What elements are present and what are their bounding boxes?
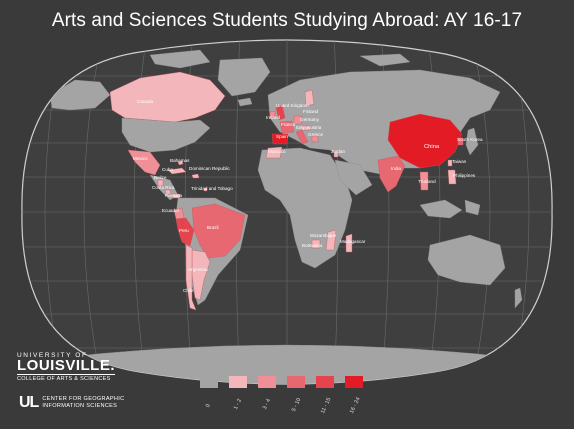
label-finland: Finland: [303, 109, 319, 114]
label-italy: Italy: [296, 125, 305, 130]
country-usa: [121, 117, 211, 153]
label-greece: Greece: [308, 132, 324, 137]
label-bahamas: Bahamas: [170, 158, 190, 163]
country-brazil[interactable]: [191, 203, 246, 259]
label-argentina: Argentina: [188, 267, 208, 272]
label-spain: Spain: [276, 134, 288, 139]
country-taiwan[interactable]: [447, 159, 453, 167]
country-germany[interactable]: [293, 115, 303, 125]
country-cuba[interactable]: [167, 167, 187, 175]
legend-label-1: 1 - 2: [233, 398, 244, 411]
legend-swatch-1: [229, 376, 247, 388]
country-peru[interactable]: [175, 217, 195, 247]
country-united-kingdom[interactable]: [275, 103, 286, 121]
univ-line2: LOUISVILLE.: [17, 357, 116, 374]
label-morocco: Morocco: [268, 149, 286, 154]
label-jordan: Jordan: [331, 149, 345, 154]
country-ireland[interactable]: [269, 110, 276, 118]
label-dominican-republic: Dominican Republic: [189, 166, 231, 171]
university-logo: UNIVERSITY OF LOUISVILLE. COLLEGE OF ART…: [17, 352, 116, 382]
legend-swatch-3: [287, 376, 305, 388]
cgis-logo: UL CENTER FOR GEOGRAPHIC INFORMATION SCI…: [19, 394, 124, 412]
label-trinidad-tobago: Trinidad and Tobago: [191, 186, 233, 191]
label-mozambique: Mozambique: [310, 233, 337, 238]
country-greece[interactable]: [311, 135, 319, 143]
label-india: India: [391, 166, 401, 171]
univ-line1: UNIVERSITY OF: [17, 352, 88, 359]
label-panama: Panama: [165, 193, 183, 198]
label-botswana: Botswana: [302, 243, 323, 248]
country-argentina[interactable]: [191, 249, 211, 301]
country-mozambique[interactable]: [325, 229, 337, 251]
label-ireland: Ireland: [266, 115, 280, 120]
country-labels: Canada United Kingdom Ireland Finland Fr…: [133, 99, 483, 293]
country-mexico[interactable]: [127, 149, 161, 176]
label-ecuador: Ecuador: [162, 208, 180, 213]
legend-swatch-4: [316, 376, 334, 388]
label-philippines: Philippines: [453, 173, 476, 178]
label-madagascar: Madagascar: [340, 239, 366, 244]
label-united-kingdom: United Kingdom: [276, 103, 309, 108]
cgis-line2: INFORMATION SCIENCES: [42, 403, 118, 409]
country-jordan[interactable]: [333, 151, 339, 158]
legend: 0 1 - 2 3 - 4 5 - 10 11 - 15 16 - 24: [200, 376, 400, 426]
label-cuba: Cuba: [162, 167, 173, 172]
country-china[interactable]: [387, 113, 463, 169]
label-germany: Germany: [300, 117, 320, 122]
country-philippines[interactable]: [447, 169, 457, 185]
label-thailand: Thailand: [418, 179, 436, 184]
label-france: France: [281, 122, 296, 127]
map-title: Arts and Sciences Students Studying Abro…: [51, 10, 523, 31]
country-south-korea[interactable]: [457, 137, 464, 146]
legend-label-3: 5 - 10: [291, 397, 303, 413]
country-botswana[interactable]: [311, 239, 321, 249]
country-france[interactable]: [279, 120, 295, 134]
country-madagascar[interactable]: [345, 233, 353, 253]
land-highlighted: [109, 71, 464, 311]
land-unvisited: [39, 49, 535, 384]
country-canada[interactable]: [109, 71, 226, 123]
label-brazil: Brazil: [207, 225, 219, 230]
label-south-korea: South Korea: [457, 137, 483, 142]
country-spain[interactable]: [271, 133, 289, 145]
country-finland[interactable]: [304, 89, 315, 107]
country-belize[interactable]: [157, 179, 164, 187]
label-mexico: Mexico: [133, 156, 148, 161]
cgis-mark-icon: UL: [19, 394, 39, 411]
label-belize: Belize: [154, 175, 167, 180]
label-chile: Chile: [183, 288, 194, 293]
legend-swatch-2: [258, 376, 276, 388]
country-morocco[interactable]: [265, 146, 283, 159]
legend-label-2: 3 - 4: [262, 398, 273, 411]
country-dominican-republic[interactable]: [191, 173, 200, 179]
legend-label-4: 11 - 15: [320, 396, 333, 415]
label-austria: Austria: [307, 125, 322, 130]
country-italy[interactable]: [295, 129, 309, 145]
legend-swatch-0: [200, 376, 218, 388]
legend-label-5: 16 - 24: [349, 396, 362, 415]
country-india[interactable]: [377, 155, 406, 193]
label-peru: Peru: [179, 228, 189, 233]
label-canada: Canada: [137, 99, 154, 104]
label-costa-rica: Costa Rica: [152, 185, 175, 190]
legend-label-0: 0: [205, 403, 212, 409]
country-chile[interactable]: [185, 244, 197, 311]
label-taiwan: Taiwan: [452, 159, 467, 164]
label-china: China: [424, 144, 440, 150]
country-thailand[interactable]: [419, 171, 429, 191]
country-costa-rica[interactable]: [164, 189, 172, 195]
country-bahamas[interactable]: [177, 160, 184, 166]
univ-line3: COLLEGE OF ARTS & SCIENCES: [17, 374, 116, 382]
country-panama[interactable]: [171, 193, 181, 199]
legend-swatch-5: [345, 376, 363, 388]
country-austria[interactable]: [301, 125, 311, 131]
country-trinidad[interactable]: [203, 187, 208, 192]
cgis-line1: CENTER FOR GEOGRAPHIC: [42, 396, 125, 402]
